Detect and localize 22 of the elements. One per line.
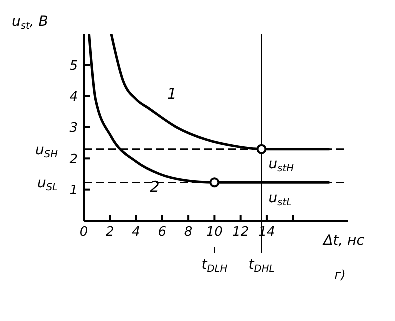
ref-line-label: t$_{DHL}$ [248, 257, 275, 275]
ref-line-label: u$_{SH}$ [36, 142, 59, 160]
y-axis-title: u$_{st}$, B [12, 14, 48, 32]
text: t$_{DLH}$ [202, 257, 228, 275]
annotation: u$_{stH}$ [268, 156, 295, 175]
y-tick-label: 1 [70, 183, 78, 198]
series-label: 1 [167, 84, 177, 103]
x-tick-label: 4 [132, 225, 140, 240]
annotation: u$_{stL}$ [268, 190, 292, 208]
x-axis-title: Δt, нс [322, 233, 365, 249]
x-tick-label: 10 [206, 225, 223, 240]
x-tick-label: 8 [184, 225, 193, 240]
y-tick-label: 5 [70, 58, 78, 74]
ref-line-label: u$_{SL}$ [37, 176, 58, 194]
x-tick-label: 6 [158, 225, 167, 240]
y-tick-label: 3 [70, 121, 78, 136]
x-tick-label: 2 [106, 225, 114, 240]
y-tick-label: 2 [70, 152, 78, 168]
x-tick-label: 12 [232, 225, 250, 240]
text: г) [334, 268, 346, 282]
y-tick-label: 4 [70, 90, 78, 105]
x-tick-label: 0 [80, 225, 88, 240]
